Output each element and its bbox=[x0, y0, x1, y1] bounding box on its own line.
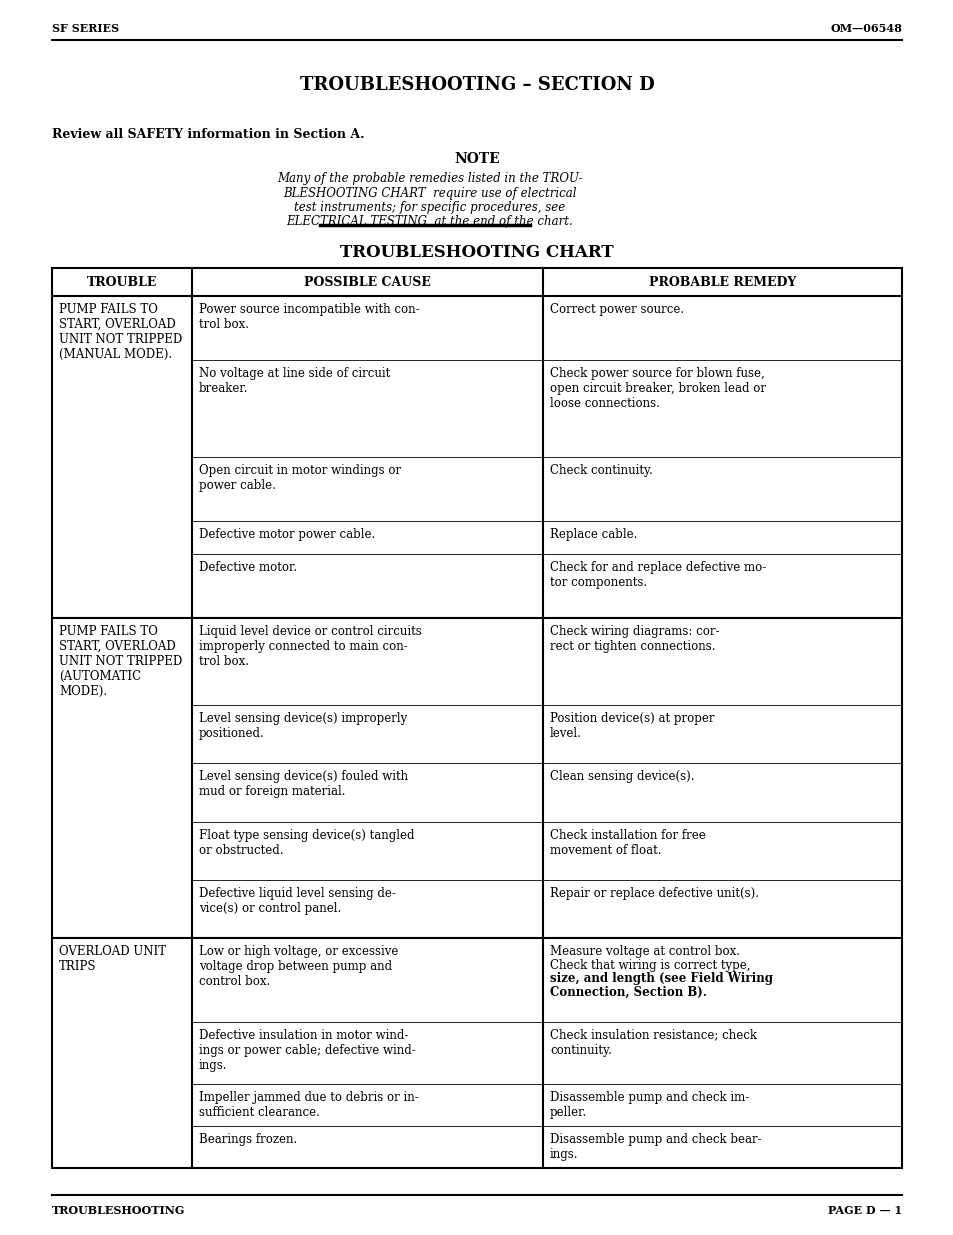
Text: Disassemble pump and check bear-
ings.: Disassemble pump and check bear- ings. bbox=[550, 1134, 760, 1161]
Text: Clean sensing device(s).: Clean sensing device(s). bbox=[550, 771, 694, 783]
Text: Repair or replace defective unit(s).: Repair or replace defective unit(s). bbox=[550, 887, 759, 900]
Text: Defective motor power cable.: Defective motor power cable. bbox=[199, 529, 375, 541]
Text: SF SERIES: SF SERIES bbox=[52, 22, 119, 33]
Text: Many of the probable remedies listed in the TROU-: Many of the probable remedies listed in … bbox=[277, 172, 582, 185]
Text: TROUBLESHOOTING CHART: TROUBLESHOOTING CHART bbox=[340, 245, 613, 261]
Text: Replace cable.: Replace cable. bbox=[550, 529, 637, 541]
Text: OM—06548: OM—06548 bbox=[829, 22, 901, 33]
Text: NOTE: NOTE bbox=[454, 152, 499, 165]
Text: Float type sensing device(s) tangled
or obstructed.: Float type sensing device(s) tangled or … bbox=[199, 829, 414, 857]
Text: Correct power source.: Correct power source. bbox=[550, 303, 683, 316]
Text: Disassemble pump and check im-
peller.: Disassemble pump and check im- peller. bbox=[550, 1092, 748, 1119]
Text: Check for and replace defective mo-
tor components.: Check for and replace defective mo- tor … bbox=[550, 561, 765, 589]
Text: test instruments; for specific procedures, see: test instruments; for specific procedure… bbox=[294, 201, 565, 214]
Text: ELECTRICAL TESTING  at the end of the chart.: ELECTRICAL TESTING at the end of the cha… bbox=[286, 215, 573, 228]
Text: Bearings frozen.: Bearings frozen. bbox=[199, 1134, 297, 1146]
Text: Open circuit in motor windings or
power cable.: Open circuit in motor windings or power … bbox=[199, 464, 400, 492]
Text: Low or high voltage, or excessive
voltage drop between pump and
control box.: Low or high voltage, or excessive voltag… bbox=[199, 945, 398, 988]
Text: Liquid level device or control circuits
improperly connected to main con-
trol b: Liquid level device or control circuits … bbox=[199, 625, 421, 668]
Text: Review all SAFETY information in Section A.: Review all SAFETY information in Section… bbox=[52, 128, 364, 141]
Text: PAGE D — 1: PAGE D — 1 bbox=[827, 1205, 901, 1216]
Text: PUMP FAILS TO
START, OVERLOAD
UNIT NOT TRIPPED
(AUTOMATIC
MODE).: PUMP FAILS TO START, OVERLOAD UNIT NOT T… bbox=[59, 625, 182, 698]
Text: Power source incompatible with con-
trol box.: Power source incompatible with con- trol… bbox=[199, 303, 419, 331]
Text: TROUBLESHOOTING: TROUBLESHOOTING bbox=[52, 1205, 185, 1216]
Text: Measure voltage at control box.: Measure voltage at control box. bbox=[550, 945, 740, 958]
Text: Check power source for blown fuse,
open circuit breaker, broken lead or
loose co: Check power source for blown fuse, open … bbox=[550, 367, 765, 410]
Text: Check insulation resistance; check
continuity.: Check insulation resistance; check conti… bbox=[550, 1029, 757, 1057]
Text: Level sensing device(s) improperly
positioned.: Level sensing device(s) improperly posit… bbox=[199, 713, 407, 740]
Text: Defective motor.: Defective motor. bbox=[199, 561, 296, 573]
Text: BLESHOOTING CHART  require use of electrical: BLESHOOTING CHART require use of electri… bbox=[283, 186, 577, 200]
Text: No voltage at line side of circuit
breaker.: No voltage at line side of circuit break… bbox=[199, 367, 390, 395]
Text: Check that wiring is correct type,: Check that wiring is correct type, bbox=[550, 958, 750, 972]
Text: Check installation for free
movement of float.: Check installation for free movement of … bbox=[550, 829, 705, 857]
Text: Position device(s) at proper
level.: Position device(s) at proper level. bbox=[550, 713, 714, 740]
Text: Impeller jammed due to debris or in-
sufficient clearance.: Impeller jammed due to debris or in- suf… bbox=[199, 1092, 418, 1119]
Text: size, and length (see Field Wiring: size, and length (see Field Wiring bbox=[550, 972, 772, 986]
Bar bbox=[52, 268, 901, 1168]
Text: Check continuity.: Check continuity. bbox=[550, 464, 652, 477]
Text: PROBABLE REMEDY: PROBABLE REMEDY bbox=[648, 275, 796, 289]
Text: Connection, Section B).: Connection, Section B). bbox=[550, 986, 706, 999]
Text: Check wiring diagrams: cor-
rect or tighten connections.: Check wiring diagrams: cor- rect or tigh… bbox=[550, 625, 719, 653]
Text: TROUBLESHOOTING – SECTION D: TROUBLESHOOTING – SECTION D bbox=[299, 77, 654, 94]
Text: POSSIBLE CAUSE: POSSIBLE CAUSE bbox=[304, 275, 431, 289]
Text: PUMP FAILS TO
START, OVERLOAD
UNIT NOT TRIPPED
(MANUAL MODE).: PUMP FAILS TO START, OVERLOAD UNIT NOT T… bbox=[59, 303, 182, 361]
Text: TROUBLE: TROUBLE bbox=[87, 275, 157, 289]
Text: OVERLOAD UNIT
TRIPS: OVERLOAD UNIT TRIPS bbox=[59, 945, 166, 973]
Text: Defective insulation in motor wind-
ings or power cable; defective wind-
ings.: Defective insulation in motor wind- ings… bbox=[199, 1029, 416, 1072]
Text: Level sensing device(s) fouled with
mud or foreign material.: Level sensing device(s) fouled with mud … bbox=[199, 771, 408, 799]
Text: Defective liquid level sensing de-
vice(s) or control panel.: Defective liquid level sensing de- vice(… bbox=[199, 887, 395, 915]
